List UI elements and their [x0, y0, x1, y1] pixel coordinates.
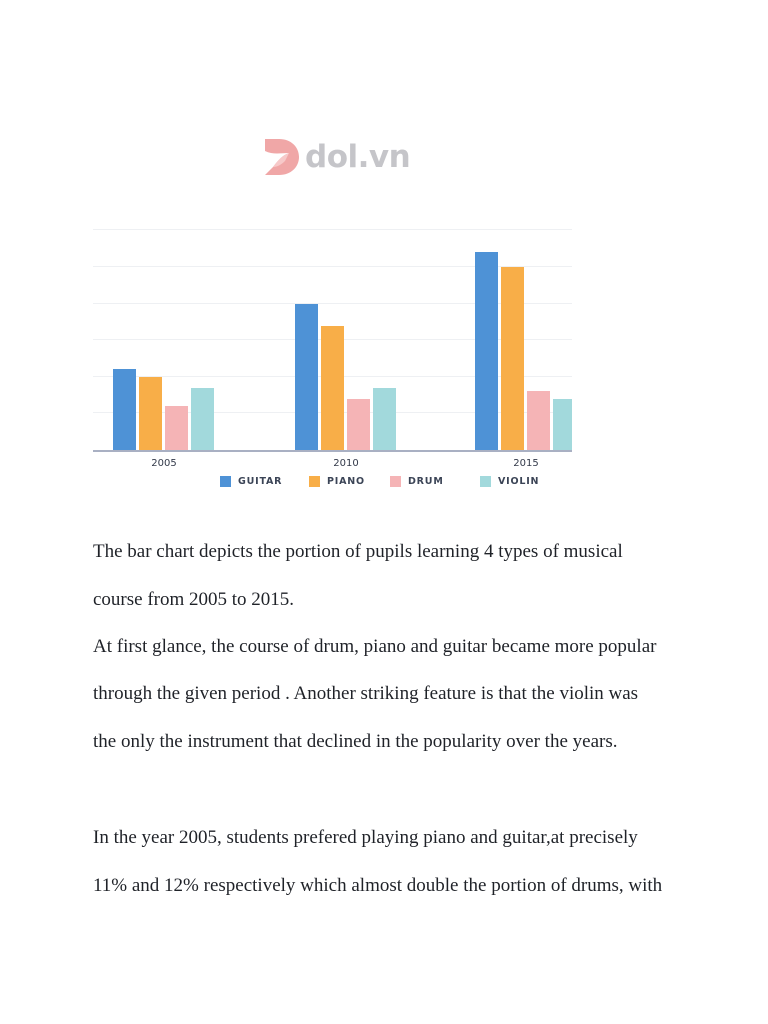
legend-swatch — [480, 476, 491, 487]
bar-chart: 2005 2010 2015 GUITAR PIANO DRUM VIOLIN — [93, 225, 573, 495]
dol-logo-mark-icon — [265, 139, 299, 175]
gridline — [93, 266, 572, 267]
x-axis-label: 2015 — [513, 458, 539, 469]
legend-label: VIOLIN — [498, 476, 540, 487]
legend-label: GUITAR — [238, 476, 283, 487]
legend-swatch — [220, 476, 231, 487]
bar-piano-2015 — [501, 267, 524, 450]
legend-item-violin: VIOLIN — [480, 476, 539, 487]
bar-guitar-2005 — [113, 369, 136, 450]
paragraph-2-line: At first glance, the course of drum, pia… — [93, 636, 657, 657]
dol-vn-logo: dol.vn — [263, 137, 411, 177]
legend-item-piano: PIANO — [309, 476, 365, 487]
bar-violin-2010 — [373, 388, 396, 450]
paragraph-1-line: course from 2005 to 2015. — [93, 589, 295, 610]
gridline — [93, 302, 572, 304]
paragraph-1-line: The bar chart depicts the portion of pup… — [93, 541, 623, 562]
bar-piano-2005 — [139, 377, 162, 450]
paragraph-3-line: 11% and 12% respectively which almost do… — [93, 875, 663, 896]
legend-label: DRUM — [408, 476, 444, 487]
bar-violin-2015 — [553, 399, 572, 450]
bar-drum-2015 — [527, 391, 550, 450]
paragraph-2-line: through the given period . Another strik… — [93, 683, 639, 704]
bar-violin-2005 — [191, 388, 214, 450]
legend-item-guitar: GUITAR — [220, 476, 282, 487]
legend-label: PIANO — [327, 476, 365, 487]
x-axis-label: 2010 — [333, 458, 359, 469]
bar-drum-2005 — [165, 406, 188, 450]
paragraph-3-line: In the year 2005, students prefered play… — [93, 827, 638, 848]
legend-item-drum: DRUM — [390, 476, 444, 487]
logo-text: dol.vn — [305, 139, 411, 175]
x-axis-line — [93, 450, 572, 452]
bar-guitar-2015 — [475, 252, 498, 450]
bar-drum-2010 — [347, 399, 370, 450]
x-axis-label: 2005 — [151, 458, 177, 469]
bar-piano-2010 — [321, 326, 344, 450]
legend-swatch — [390, 476, 401, 487]
gridline — [93, 229, 572, 231]
bar-guitar-2010 — [295, 304, 318, 450]
paragraph-2-line: the only the instrument that declined in… — [93, 731, 618, 752]
legend-swatch — [309, 476, 320, 487]
